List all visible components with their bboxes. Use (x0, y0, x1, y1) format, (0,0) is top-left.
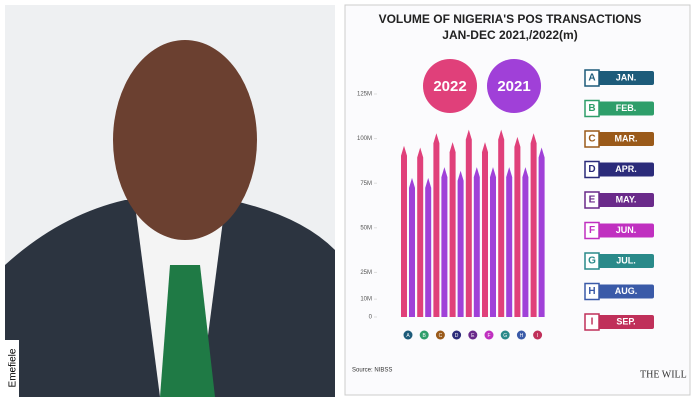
x-tick-label: I (537, 333, 538, 339)
x-tick-label: D (455, 333, 459, 339)
category-dot (403, 330, 413, 340)
category-dot (484, 330, 494, 340)
bar (498, 129, 505, 317)
month-box (598, 193, 654, 207)
legend-month: MAY. (616, 194, 637, 204)
y-tick-label: 75M (360, 181, 372, 187)
legend-circle (487, 59, 541, 113)
legend-month: MAR. (615, 133, 638, 143)
logo: THE WILL (640, 369, 687, 380)
photo-caption: Emefiele (8, 348, 19, 387)
bar (490, 167, 496, 317)
legend-letter: C (588, 134, 595, 145)
legend-letter: A (588, 73, 595, 84)
category-dot (533, 330, 543, 340)
category-dot (435, 330, 445, 340)
letter-box (584, 313, 600, 331)
legend-month: AUG. (615, 286, 638, 296)
letter-box (584, 221, 600, 240)
category-dot (452, 330, 462, 340)
source: Source: NIBSS (352, 368, 392, 374)
month-box (598, 315, 654, 329)
letter-box (584, 282, 600, 301)
category-dot (516, 330, 526, 340)
x-tick-label: C (439, 333, 443, 339)
bar (441, 167, 448, 317)
legend-month: SEP. (616, 316, 635, 326)
bar (530, 133, 537, 317)
bar (465, 129, 472, 317)
legend-letter: F (589, 225, 595, 236)
bar (538, 147, 545, 317)
letter-box (584, 99, 600, 118)
month-box (598, 71, 654, 85)
letter-box (584, 252, 600, 270)
category-dot (500, 330, 510, 340)
y-tick-label: 100M (357, 136, 372, 142)
bar (457, 170, 464, 317)
bar (409, 177, 415, 317)
x-tick-label: H (520, 333, 524, 339)
caption-box (5, 340, 19, 397)
letter-box (584, 69, 600, 87)
month-box (598, 223, 654, 238)
x-tick-label: F (487, 333, 490, 339)
bar (482, 142, 488, 317)
bar (417, 147, 424, 317)
legend-letter: D (588, 164, 595, 175)
legend-month: JUL. (616, 255, 636, 265)
x-tick-label: G (503, 333, 507, 339)
bar (449, 142, 456, 317)
bar (473, 167, 480, 317)
month-box (598, 284, 654, 299)
legend-circle (423, 59, 477, 113)
bar (514, 136, 521, 317)
legend-letter: G (588, 256, 596, 267)
bar (425, 177, 432, 317)
legend-month: FEB. (616, 103, 637, 113)
photo: Emefiele (5, 5, 335, 397)
bar (433, 133, 440, 317)
y-tick-label: 0 (369, 315, 373, 321)
y-tick-label: 125M (357, 92, 372, 98)
legend-month: JAN. (616, 72, 637, 82)
legend-month: APR. (615, 164, 637, 174)
chart-subtitle: JAN-DEC 2021,/2022(m) (442, 28, 577, 42)
x-tick-label: B (423, 333, 427, 339)
legend-letter: H (588, 286, 595, 297)
letter-box (584, 191, 600, 209)
legend-label: 2022 (433, 78, 466, 95)
x-tick-label: A (406, 333, 410, 339)
legend-label: 2021 (497, 78, 530, 95)
category-dot (468, 330, 478, 340)
chart-title: VOLUME OF NIGERIA'S POS TRANSACTIONS (379, 12, 642, 26)
legend-month: JUN. (616, 225, 637, 235)
bar (506, 167, 513, 317)
bar (522, 167, 529, 317)
month-box (598, 132, 654, 146)
head (113, 40, 257, 240)
category-dot (419, 330, 429, 340)
legend-letter: E (589, 195, 596, 206)
y-tick-label: 10M (360, 297, 372, 303)
legend-letter: I (591, 317, 594, 328)
x-tick-label: E (471, 333, 475, 339)
tie (160, 265, 215, 397)
letter-box (584, 160, 600, 179)
y-tick-label: 50M (360, 225, 372, 231)
letter-box (584, 130, 600, 148)
y-tick-label: 25M (360, 270, 372, 276)
month-box (598, 254, 654, 268)
month-box (598, 101, 654, 116)
month-box (598, 162, 654, 177)
bar (401, 145, 407, 317)
legend-letter: B (588, 103, 595, 114)
